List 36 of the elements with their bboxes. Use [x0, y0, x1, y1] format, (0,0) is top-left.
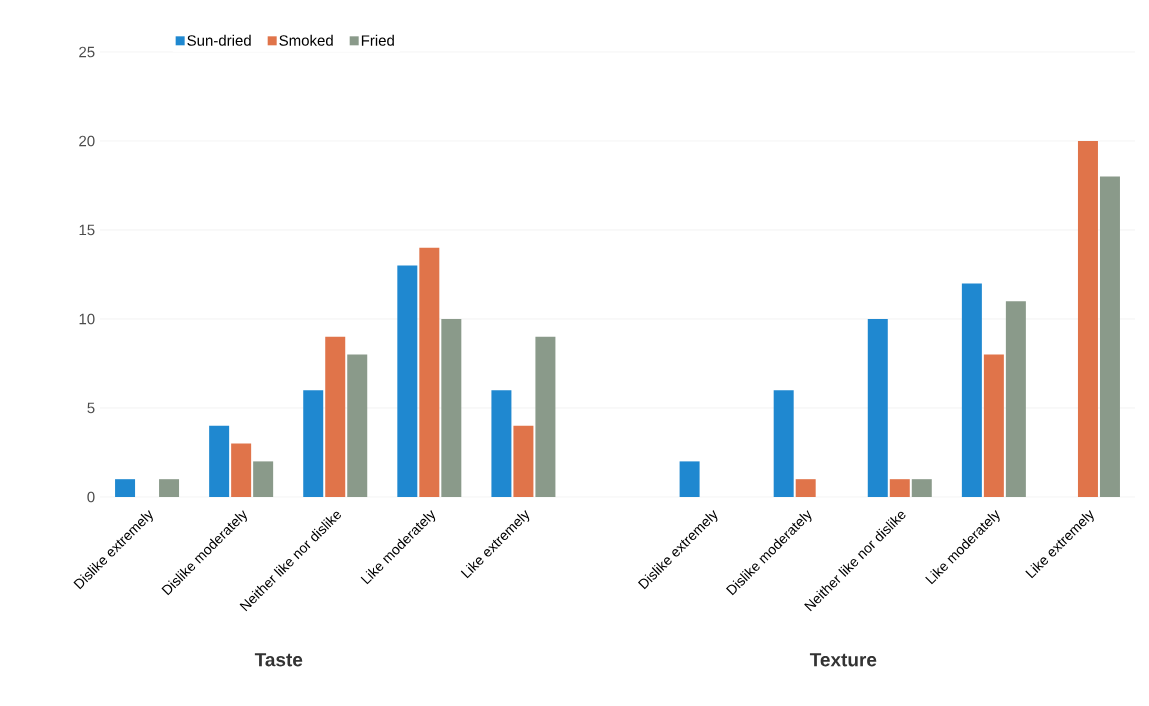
bar — [679, 461, 700, 497]
bar — [513, 425, 534, 497]
bar — [795, 479, 816, 497]
bar — [983, 354, 1004, 497]
y-tick-label: 5 — [87, 402, 95, 414]
bar — [253, 461, 274, 497]
bar — [535, 336, 556, 497]
text: Taste — [254, 653, 303, 667]
y-tick-label: 10 — [79, 313, 95, 325]
bar — [491, 390, 512, 497]
bar — [347, 354, 368, 497]
bar — [1099, 176, 1120, 497]
bar — [1005, 301, 1026, 497]
bar — [773, 390, 794, 497]
bar — [209, 425, 230, 497]
y-tick-label: 0 — [87, 491, 95, 503]
bar — [419, 247, 440, 497]
bar — [867, 318, 888, 497]
legend-label: Smoked — [279, 34, 333, 46]
bar — [231, 443, 252, 497]
legend-label: Fried — [361, 34, 394, 46]
y-tick-label: 25 — [79, 46, 95, 58]
y-tick-label: 20 — [79, 135, 95, 147]
bar — [1077, 140, 1098, 497]
y-tick-label: 15 — [79, 224, 95, 236]
bar — [115, 479, 136, 497]
bar — [325, 336, 346, 497]
text: Texture — [809, 653, 877, 667]
bar — [441, 318, 462, 497]
legend-label: Sun-dried — [187, 34, 251, 46]
bar — [911, 479, 932, 497]
bar — [397, 265, 418, 497]
bar — [159, 479, 180, 497]
bar — [961, 283, 982, 497]
bar — [889, 479, 910, 497]
bar — [303, 390, 324, 497]
